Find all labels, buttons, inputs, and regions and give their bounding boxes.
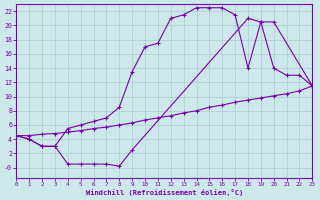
- X-axis label: Windchill (Refroidissement éolien,°C): Windchill (Refroidissement éolien,°C): [86, 189, 243, 196]
